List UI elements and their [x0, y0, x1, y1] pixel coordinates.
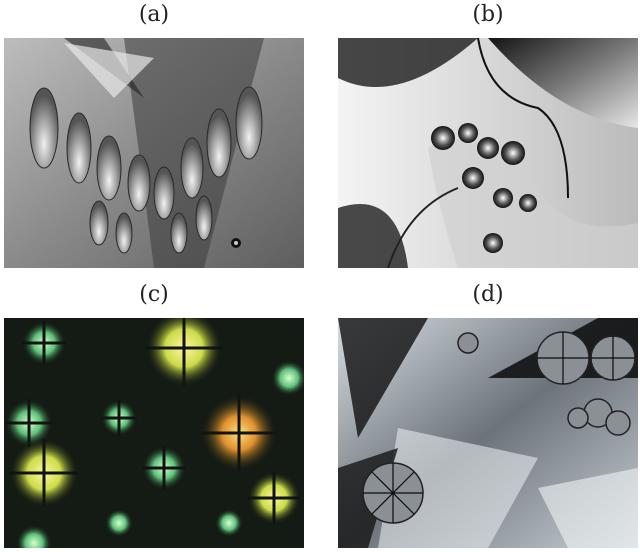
panel-b-image — [338, 38, 638, 268]
panel-b-label: (b) — [472, 2, 504, 27]
panel-d-label: (d) — [472, 282, 504, 307]
panel-c-image — [4, 318, 304, 548]
panel-a-label: (a) — [138, 2, 170, 27]
panel-d-image — [338, 318, 638, 548]
panel-a-image — [4, 38, 304, 268]
panel-c-label: (c) — [139, 282, 169, 307]
